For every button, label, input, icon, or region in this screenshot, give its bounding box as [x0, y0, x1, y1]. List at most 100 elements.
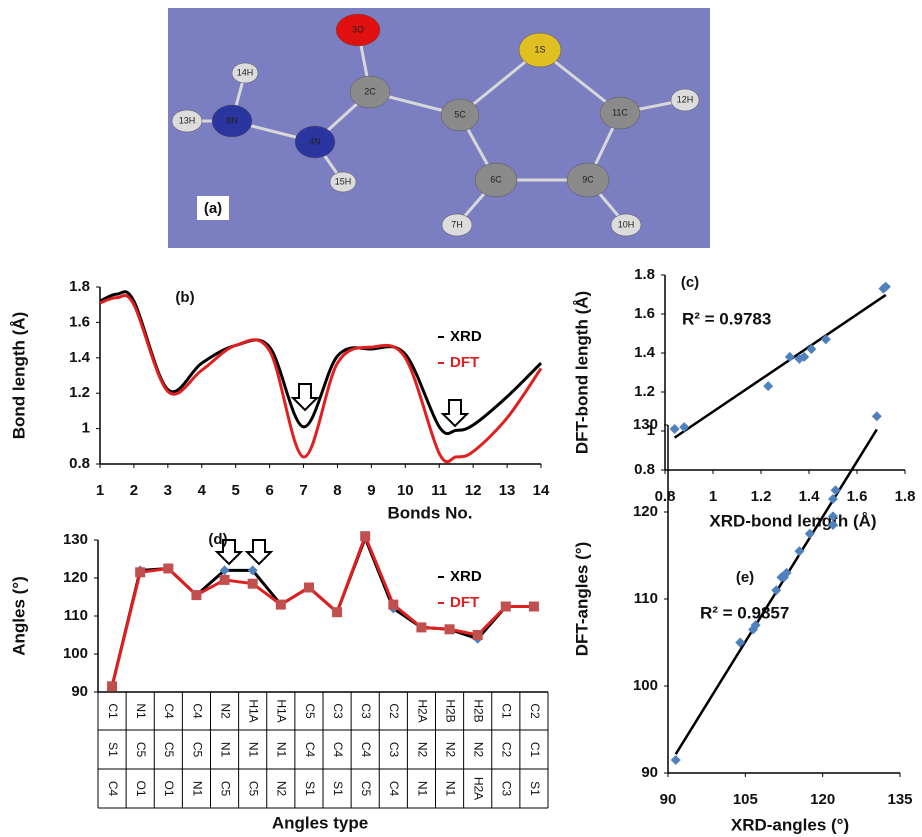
x-tick-label: 5 [232, 482, 240, 499]
legend-label: DFT [450, 594, 479, 611]
category-label: S1 [303, 781, 317, 796]
point [763, 381, 773, 391]
marker [388, 600, 398, 610]
x-tick-label: 3 [164, 482, 172, 499]
category-label: N1 [218, 742, 232, 758]
marker [529, 602, 539, 612]
atom-label: 14H [237, 67, 254, 77]
atom-label: 13H [179, 115, 196, 125]
category-label: N1 [134, 703, 148, 719]
x-axis-label: Bonds No. [388, 503, 473, 522]
y-tick-label: 1.4 [634, 344, 656, 361]
y-tick-label: 130 [633, 416, 658, 433]
series-line [100, 295, 541, 461]
y-tick-label: 1.2 [69, 384, 90, 401]
point [806, 344, 816, 354]
category-label: N2 [443, 742, 457, 758]
category-label: C3 [387, 742, 401, 758]
x-tick-label: 135 [887, 791, 912, 808]
atom-label: 8N [226, 115, 238, 125]
marker [501, 602, 511, 612]
category-label: C5 [190, 742, 204, 758]
marker [360, 531, 370, 541]
category-label: C4 [303, 742, 317, 758]
y-tick-label: 1.6 [69, 313, 90, 330]
marker [416, 622, 426, 632]
category-label: C3 [359, 703, 373, 719]
atom-label: 3O [352, 24, 364, 34]
arrow [293, 384, 317, 410]
x-axis-label: XRD-angles (°) [731, 815, 849, 834]
marker [191, 590, 201, 600]
marker [135, 567, 145, 577]
legend-label: XRD [450, 568, 482, 585]
point [821, 334, 831, 344]
category-label: H2A [472, 777, 486, 800]
chart: 9010011012013090105120135(e)XRD-angles (… [572, 411, 912, 834]
x-tick-label: 120 [810, 791, 835, 808]
annotation: R² = 0.9783 [682, 309, 771, 328]
y-tick-label: 110 [64, 607, 88, 624]
y-tick-label: 1.6 [634, 305, 655, 322]
category-label: N2 [218, 703, 232, 719]
category-label: C5 [359, 781, 373, 797]
atom-label: 10H [618, 219, 635, 229]
marker [473, 630, 483, 640]
y-tick-label: 100 [63, 645, 88, 662]
x-tick-label: 4 [198, 482, 207, 499]
x-tick-label: 1 [96, 482, 104, 499]
category-label: C5 [303, 703, 317, 719]
category-label: C5 [247, 781, 261, 797]
x-tick-label: 14 [533, 482, 550, 499]
category-label: H1A [275, 699, 289, 722]
x-tick-label: 105 [733, 791, 758, 808]
panel-label: (c) [681, 274, 699, 291]
category-label: C4 [387, 781, 401, 797]
category-label: N1 [247, 742, 261, 758]
atom-label: 11C [612, 107, 628, 117]
y-axis-label: DFT-angles (°) [572, 542, 591, 656]
atom-label: 15H [335, 176, 352, 186]
marker [445, 624, 455, 634]
atom-label: 6C [490, 174, 502, 184]
x-tick-label: 1.6 [847, 488, 868, 505]
y-axis-label: Angles (°) [9, 576, 28, 656]
panel-label: (e) [736, 569, 754, 586]
category-label: C5 [162, 742, 176, 758]
category-label: C2 [387, 703, 401, 719]
figure: 3O1S14H2C5C11C12H13H8N4N15H6C9C7H10H(a) … [0, 0, 922, 837]
category-label: N2 [472, 742, 486, 758]
x-tick-label: 90 [660, 791, 677, 808]
series-line [112, 538, 534, 686]
y-axis-label: Bond length (Å) [9, 312, 28, 439]
x-tick-label: 12 [465, 482, 482, 499]
y-tick-label: 1.2 [634, 383, 655, 400]
x-tick-label: 1.2 [751, 488, 772, 505]
x-tick-label: 1 [709, 488, 717, 505]
point [671, 755, 681, 765]
category-label: H2A [415, 699, 429, 722]
point [785, 352, 795, 362]
category-label: C3 [331, 703, 345, 719]
atom-label: 9C [582, 174, 594, 184]
y-tick-label: 90 [71, 683, 88, 700]
atom-label: 2C [364, 86, 376, 96]
y-tick-label: 0.8 [634, 461, 655, 478]
annotation: R² = 0.9857 [700, 603, 789, 622]
y-tick-label: 130 [63, 531, 88, 548]
category-label: C1 [106, 703, 120, 719]
y-tick-label: 1.8 [634, 266, 655, 283]
x-tick-label: 2 [130, 482, 138, 499]
atom-label: 4N [309, 136, 321, 146]
x-tick-label: 8 [333, 482, 341, 499]
category-label: H1A [247, 699, 261, 722]
x-tick-label: 6 [265, 482, 273, 499]
category-label: S1 [528, 781, 542, 796]
atom-label: 12H [677, 94, 694, 104]
category-label: N1 [415, 781, 429, 797]
category-label: C1 [500, 703, 514, 719]
marker [248, 579, 258, 589]
legend-label: XRD [450, 328, 482, 345]
atom-label: 1S [534, 44, 545, 54]
category-label: C4 [162, 703, 176, 719]
